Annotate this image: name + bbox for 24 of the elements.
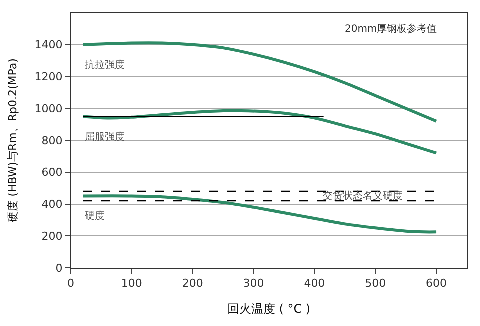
- y-tick-label: 800: [42, 134, 63, 148]
- y-tick-label: 200: [42, 230, 63, 243]
- x-tick-label: 600: [426, 277, 448, 290]
- annotation: 交货状态名义硬度: [323, 190, 403, 202]
- y-tick-label: 1000: [34, 102, 63, 116]
- y-tick-label: 400: [42, 198, 63, 212]
- series-label: 抗拉强度: [85, 59, 125, 71]
- y-tick-label: 1400: [34, 38, 63, 52]
- y-tick-label: 600: [42, 166, 63, 180]
- y-axis-title: 硬度 (HBW)与Rm、Rp0.2(MPa): [6, 58, 20, 222]
- x-tick-label: 100: [121, 277, 142, 290]
- x-tick-label: 300: [243, 277, 264, 290]
- x-tick-label: 500: [365, 277, 386, 290]
- line-series: [82, 42, 438, 123]
- y-tick-label: 1200: [34, 70, 63, 84]
- line-series: [82, 109, 438, 155]
- x-axis-title: 回火温度 ( °C ): [227, 302, 311, 316]
- series-label: 硬度: [85, 210, 105, 222]
- x-tick-label: 200: [182, 277, 204, 290]
- annotation: 20mm厚钢板参考值: [345, 23, 438, 35]
- y-tick-label: 0: [56, 262, 63, 275]
- x-tick-label: 400: [304, 277, 326, 290]
- series-label: 屈服强度: [85, 131, 125, 143]
- x-tick-label: 0: [68, 277, 74, 290]
